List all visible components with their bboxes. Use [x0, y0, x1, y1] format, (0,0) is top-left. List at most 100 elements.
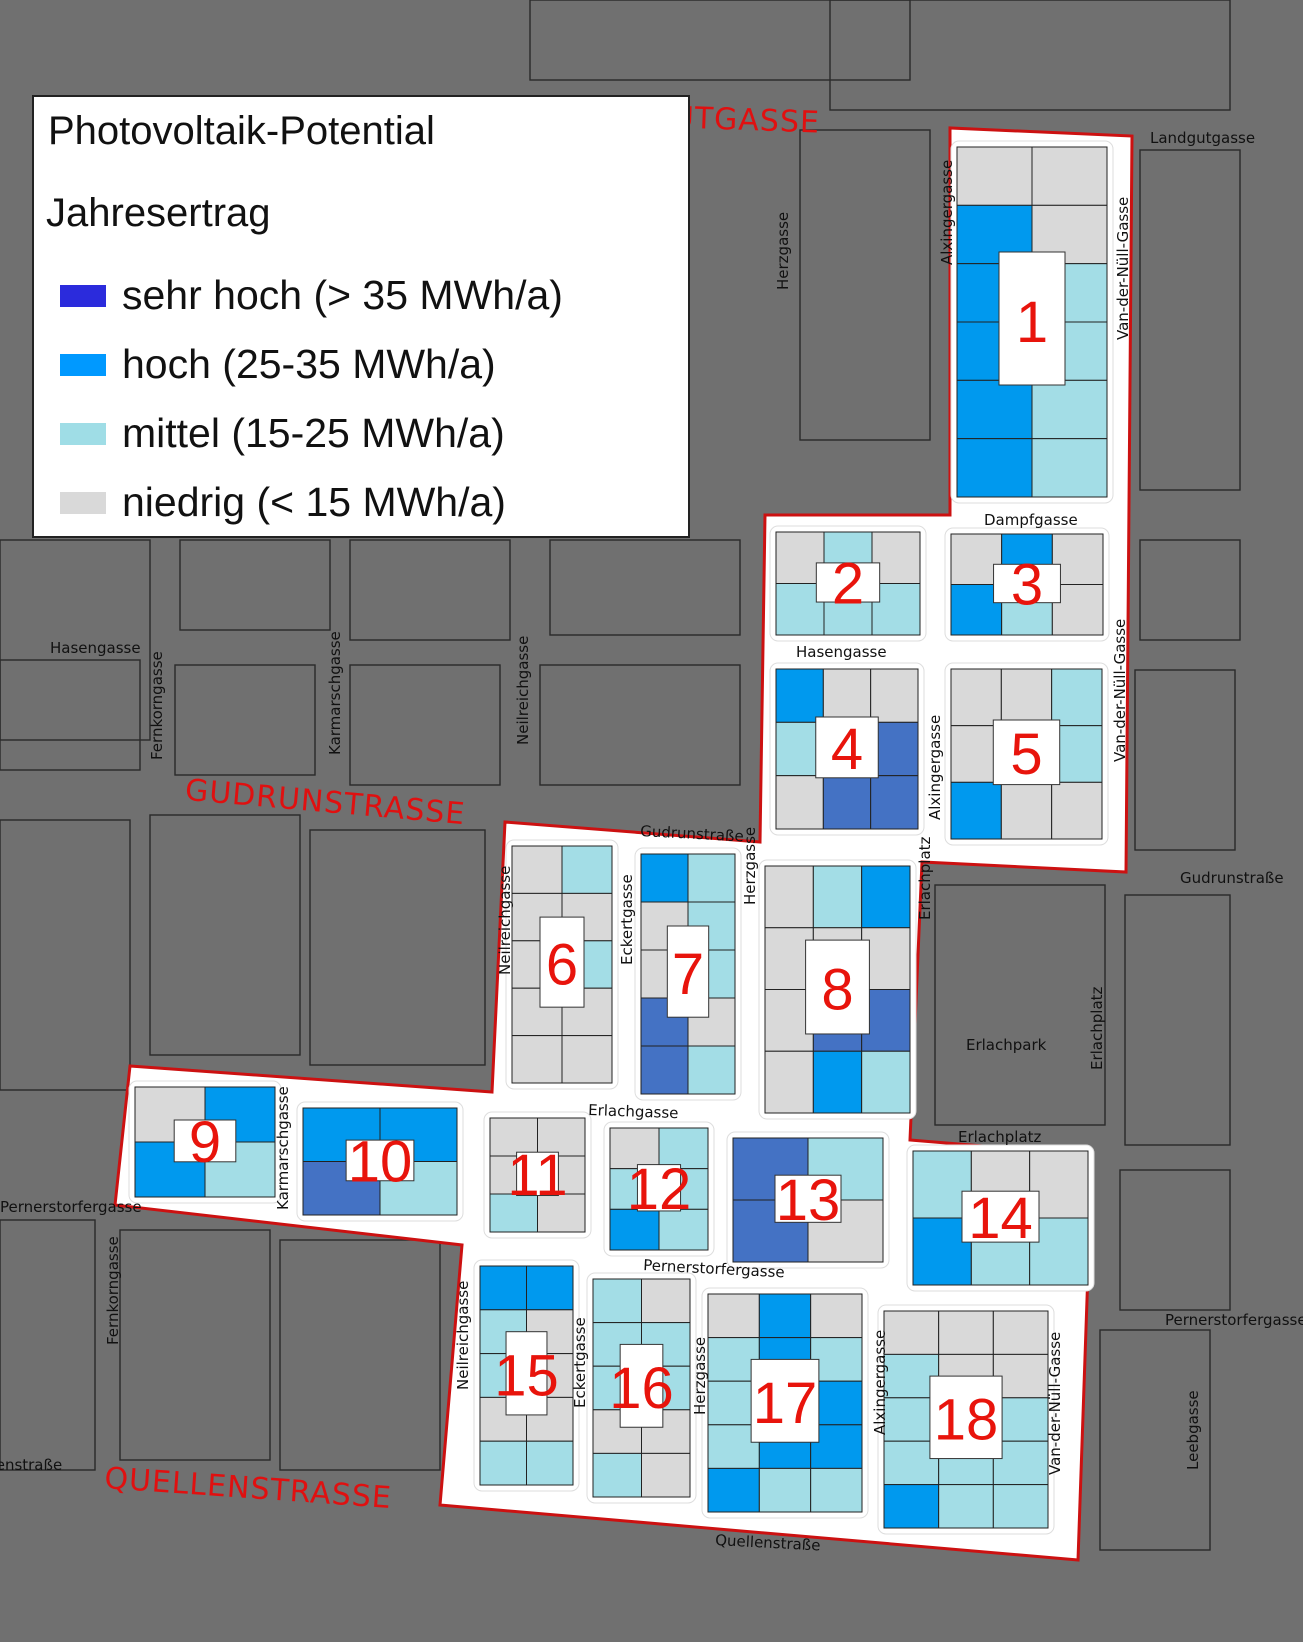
legend-title: Photovoltaik-Potential	[48, 109, 435, 153]
roof-parcel-mittel	[861, 1050, 911, 1114]
street-label: Herzgasse	[741, 827, 759, 905]
context-building	[829, 0, 1231, 111]
roof-parcel-mittel	[938, 1484, 994, 1529]
roof-parcel-sehr	[640, 1045, 689, 1095]
courtyard	[992, 719, 1061, 786]
block-3: 3	[944, 527, 1110, 642]
roof-parcel-niedrig	[641, 1278, 691, 1324]
street-label: Eckertgasse	[571, 1317, 589, 1408]
roof-parcel-sehr	[732, 1199, 809, 1263]
street-label: Alxingergasse	[938, 160, 956, 265]
block-number: 11	[507, 1143, 567, 1208]
roof-parcel-niedrig	[992, 1310, 1049, 1355]
context-building	[0, 1219, 96, 1471]
block-number: 4	[831, 717, 863, 782]
street-label: Landgutgasse	[1150, 129, 1255, 147]
roof-parcel-hoch	[775, 668, 824, 723]
roof-parcel-niedrig	[1000, 781, 1053, 840]
legend-swatch	[60, 353, 106, 376]
block-7: 7	[634, 847, 742, 1101]
block-8: 8	[758, 859, 917, 1120]
block-number: 5	[1010, 722, 1042, 787]
street-label: Pernerstorfergasse	[0, 1198, 142, 1216]
roof-parcel-niedrig	[1051, 781, 1103, 840]
roof-parcel-niedrig	[609, 1127, 660, 1170]
street-label: Alxingergasse	[871, 1330, 889, 1435]
surrounding-buildings	[0, 0, 1241, 1551]
street-label: Van-der-Nüll-Gasse	[1111, 619, 1129, 762]
legend: Photovoltaik-Potential Jahresertrag sehr…	[32, 95, 690, 538]
context-building	[349, 539, 511, 641]
context-building	[1124, 894, 1231, 1146]
roof-parcel-mittel	[561, 845, 613, 894]
context-building	[1134, 669, 1236, 851]
street-label: Gudrunstraße	[640, 822, 744, 845]
block-number: 8	[821, 958, 853, 1023]
courtyard	[619, 1343, 664, 1428]
block-10: 10	[296, 1101, 464, 1222]
courtyard	[345, 1139, 415, 1182]
block-number: 1	[1016, 290, 1048, 355]
roof-parcel-niedrig	[764, 1050, 814, 1114]
context-building	[539, 664, 741, 786]
context-building	[1139, 539, 1241, 641]
block-11: 11	[483, 1111, 592, 1239]
roof-parcel-niedrig	[764, 865, 814, 929]
block-number: 14	[968, 1186, 1033, 1251]
legend-label: mittel (15-25 MWh/a)	[122, 410, 505, 456]
street-label: Neilreichgasse	[454, 1281, 472, 1390]
context-building	[174, 664, 316, 776]
context-building	[309, 829, 486, 1066]
roof-parcel-hoch	[812, 1050, 863, 1114]
roof-parcel-niedrig	[950, 668, 1002, 727]
roof-parcel-niedrig	[641, 1452, 691, 1498]
roof-parcel-niedrig	[938, 1310, 994, 1355]
block-number: 15	[494, 1344, 559, 1409]
block-number: 18	[934, 1388, 999, 1453]
roof-parcel-mittel	[687, 1045, 736, 1095]
roof-parcel-hoch	[640, 853, 689, 903]
roof-parcel-mittel	[526, 1440, 574, 1486]
block-16: 16	[586, 1272, 697, 1504]
street-label: Erlachplatz	[958, 1128, 1042, 1146]
block-number: 3	[1011, 553, 1043, 618]
block-number: 13	[776, 1168, 841, 1233]
street-label: Fernkorngasse	[104, 1236, 122, 1345]
roof-parcel-hoch	[956, 438, 1033, 498]
block-6: 6	[505, 839, 619, 1090]
roof-parcel-mittel	[658, 1127, 709, 1170]
street-label: Dampfgasse	[984, 511, 1078, 529]
street-labels: Landgutgasse Herzgasse Alxingergasse Van…	[0, 129, 1303, 1555]
roof-parcel-mittel	[479, 1440, 527, 1486]
block-number: 12	[627, 1157, 692, 1222]
courtyard	[815, 716, 879, 779]
legend-swatch	[60, 491, 106, 514]
street-label: Favoritenstraße	[0, 1456, 62, 1474]
roof-parcel-hoch	[861, 865, 911, 929]
legend-item-sehr-hoch: sehr hoch (> 35 MWh/a)	[60, 272, 563, 319]
courtyard	[505, 1331, 548, 1416]
street-label: Erlachplatz	[916, 836, 934, 920]
context-building	[349, 664, 501, 786]
street-label: Eckertgasse	[618, 874, 636, 965]
street-label: Quellenstraße	[715, 1531, 821, 1554]
roof-parcel-sehr	[870, 775, 919, 830]
block-15: 15	[473, 1259, 580, 1492]
block-number: 7	[672, 942, 704, 1007]
courtyard	[993, 563, 1061, 604]
roof-parcel-niedrig	[511, 845, 563, 894]
roof-parcel-hoch	[950, 781, 1002, 840]
courtyard	[636, 1164, 682, 1212]
block-1: 1	[950, 140, 1114, 504]
street-label: Neilreichgasse	[496, 866, 514, 975]
roof-parcel-mittel	[810, 1467, 863, 1513]
legend-label: hoch (25-35 MWh/a)	[122, 341, 496, 387]
roof-parcel-mittel	[592, 1278, 642, 1324]
roof-parcel-hoch	[758, 1293, 812, 1339]
street-label: Van-der-Nüll-Gasse	[1114, 197, 1132, 340]
block-number: 6	[546, 933, 578, 998]
roof-parcel-hoch	[526, 1265, 574, 1311]
roof-parcel-mittel	[1031, 379, 1108, 440]
